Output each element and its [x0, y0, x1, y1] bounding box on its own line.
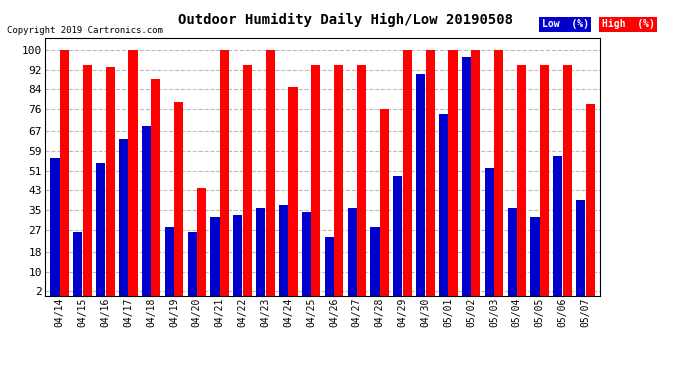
Bar: [462, 57, 471, 296]
Bar: [73, 232, 82, 296]
Bar: [106, 67, 115, 296]
Bar: [128, 50, 137, 296]
Bar: [302, 213, 311, 296]
Bar: [279, 205, 288, 296]
Bar: [311, 64, 320, 296]
Text: Outdoor Humidity Daily High/Low 20190508: Outdoor Humidity Daily High/Low 20190508: [177, 13, 513, 27]
Bar: [210, 217, 219, 296]
Bar: [553, 156, 562, 296]
Bar: [188, 232, 197, 296]
Bar: [220, 50, 229, 296]
Bar: [334, 64, 343, 296]
Bar: [448, 50, 457, 296]
Bar: [508, 207, 517, 296]
Bar: [403, 50, 412, 296]
Bar: [256, 207, 266, 296]
Bar: [485, 168, 494, 296]
Bar: [416, 75, 425, 296]
Bar: [60, 50, 69, 296]
Bar: [576, 200, 585, 296]
Bar: [165, 227, 174, 296]
Bar: [371, 227, 380, 296]
Bar: [494, 50, 503, 296]
Bar: [233, 215, 242, 296]
Bar: [540, 64, 549, 296]
Bar: [50, 158, 59, 296]
Bar: [426, 50, 435, 296]
Bar: [471, 50, 480, 296]
Text: Copyright 2019 Cartronics.com: Copyright 2019 Cartronics.com: [7, 26, 163, 35]
Bar: [357, 64, 366, 296]
Bar: [96, 163, 106, 296]
Text: Low  (%): Low (%): [542, 20, 589, 29]
Bar: [531, 217, 540, 296]
Bar: [174, 102, 184, 296]
Bar: [151, 80, 160, 296]
Bar: [243, 64, 252, 296]
Bar: [586, 104, 595, 296]
Bar: [266, 50, 275, 296]
Bar: [197, 188, 206, 296]
Bar: [563, 64, 572, 296]
Bar: [439, 114, 449, 296]
Bar: [348, 207, 357, 296]
Bar: [142, 126, 151, 296]
Bar: [517, 64, 526, 296]
Bar: [380, 109, 389, 296]
Bar: [119, 138, 128, 296]
Bar: [325, 237, 334, 296]
Text: High  (%): High (%): [602, 20, 655, 29]
Bar: [288, 87, 297, 296]
Bar: [83, 64, 92, 296]
Bar: [393, 176, 402, 296]
